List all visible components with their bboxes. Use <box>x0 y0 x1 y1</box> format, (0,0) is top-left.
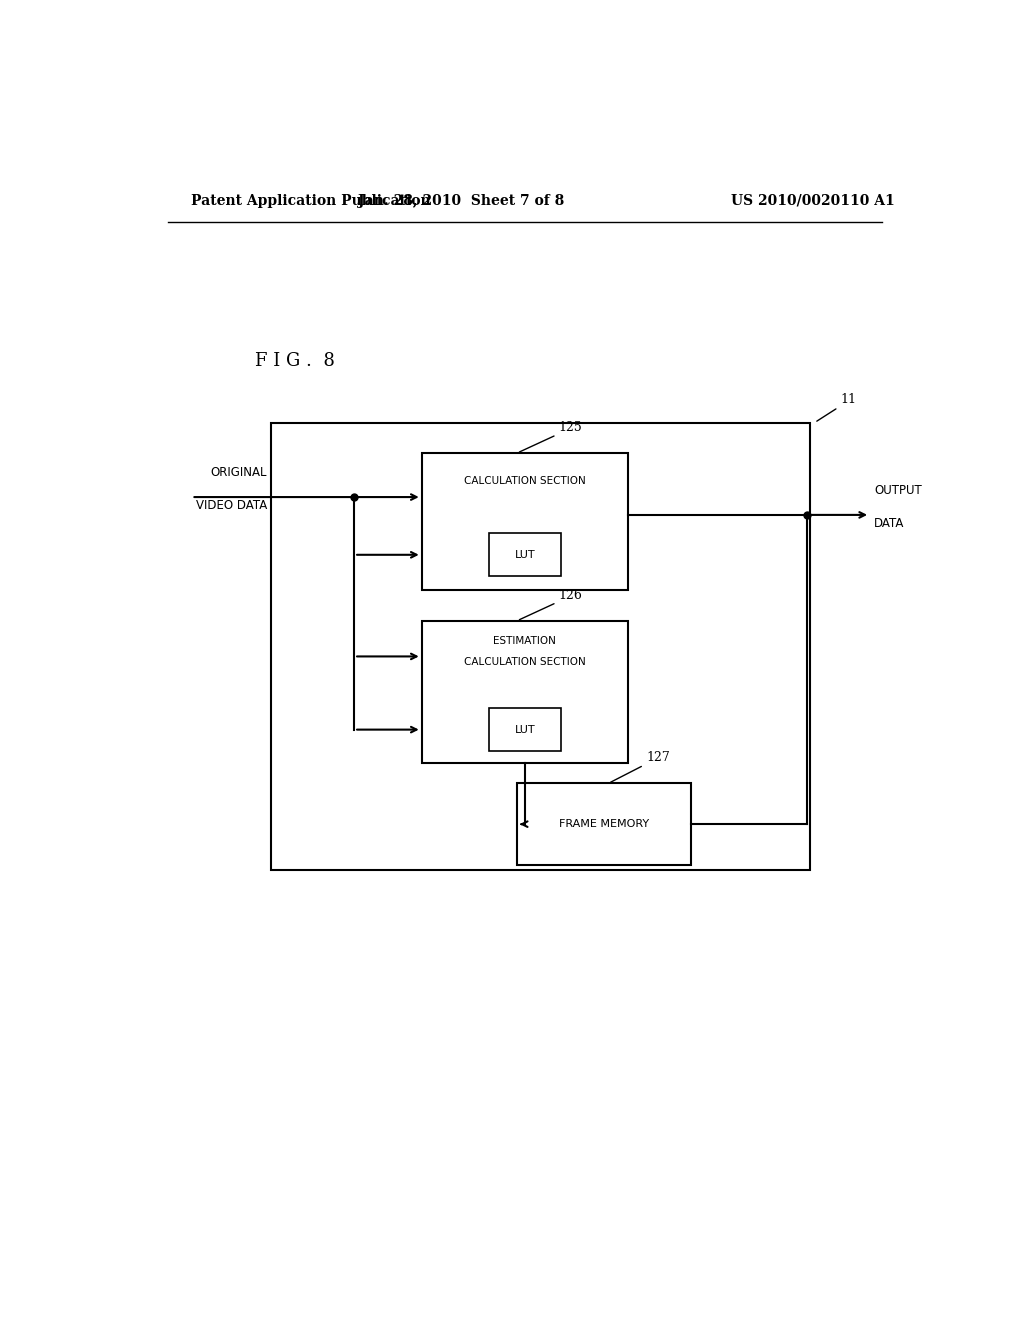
Text: VIDEO DATA: VIDEO DATA <box>196 499 267 512</box>
Bar <box>270 422 811 870</box>
Text: Jan. 28, 2010  Sheet 7 of 8: Jan. 28, 2010 Sheet 7 of 8 <box>358 194 564 209</box>
Bar <box>489 533 560 576</box>
Bar <box>422 453 628 590</box>
Text: CALCULATION SECTION: CALCULATION SECTION <box>464 657 586 668</box>
Text: DATA: DATA <box>874 517 904 529</box>
Text: 126: 126 <box>558 589 582 602</box>
Text: 127: 127 <box>646 751 670 764</box>
Text: ORIGINAL: ORIGINAL <box>210 466 267 479</box>
Text: 11: 11 <box>841 393 857 407</box>
Bar <box>422 620 628 763</box>
Text: 125: 125 <box>558 421 582 434</box>
Text: FRAME MEMORY: FRAME MEMORY <box>559 820 649 829</box>
Bar <box>489 709 560 751</box>
Text: ESTIMATION: ESTIMATION <box>494 636 556 645</box>
Text: F I G .  8: F I G . 8 <box>255 351 335 370</box>
Text: US 2010/0020110 A1: US 2010/0020110 A1 <box>731 194 895 209</box>
Text: Patent Application Publication: Patent Application Publication <box>191 194 431 209</box>
Text: LUT: LUT <box>514 725 536 735</box>
Text: LUT: LUT <box>514 550 536 560</box>
Bar <box>517 784 691 865</box>
Text: OUTPUT: OUTPUT <box>874 483 922 496</box>
Text: CALCULATION SECTION: CALCULATION SECTION <box>464 475 586 486</box>
